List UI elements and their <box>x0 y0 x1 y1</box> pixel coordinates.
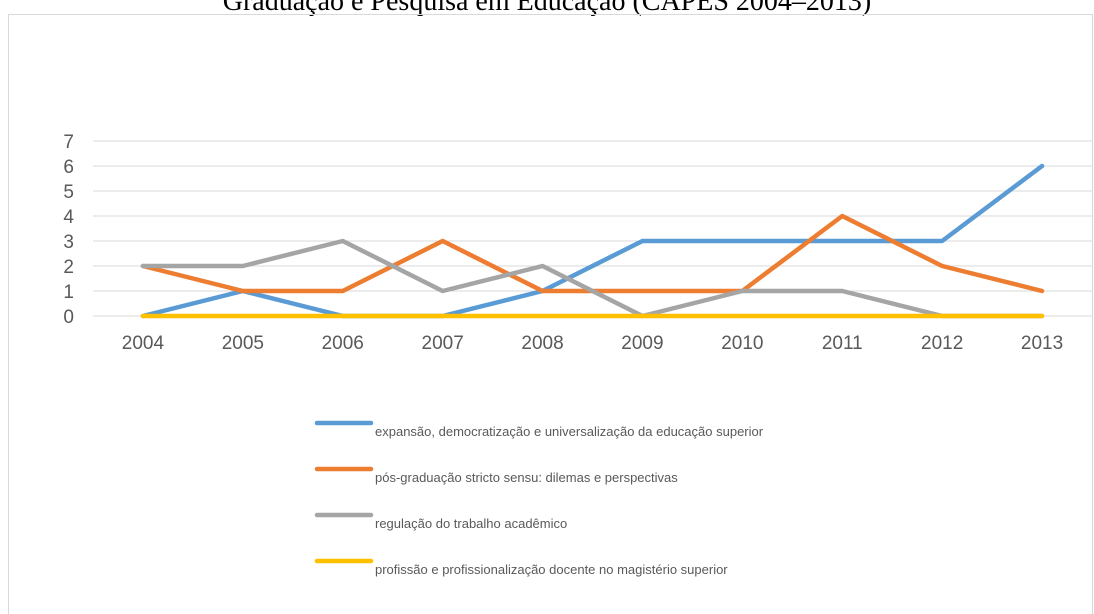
x-tick-label: 2006 <box>322 333 364 354</box>
legend: expansão, democratização e universalizaç… <box>317 423 764 577</box>
x-tick-label: 2012 <box>921 333 963 354</box>
legend-label-3: profissão e profissionalização docente n… <box>375 562 728 577</box>
series-line-2 <box>143 241 1042 316</box>
y-axis-labels: 0 1 2 3 4 5 6 7 <box>63 132 74 328</box>
y-tick-label: 3 <box>63 232 74 253</box>
x-tick-label: 2007 <box>422 333 464 354</box>
legend-label-0: expansão, democratização e universalizaç… <box>375 424 764 439</box>
y-tick-label: 2 <box>63 257 74 278</box>
x-tick-label: 2008 <box>521 333 563 354</box>
x-tick-label: 2005 <box>222 333 264 354</box>
series-line-1 <box>143 216 1042 291</box>
y-tick-label: 1 <box>63 282 74 303</box>
y-tick-label: 5 <box>63 182 74 203</box>
y-tick-label: 7 <box>63 132 74 153</box>
line-chart: 0 1 2 3 4 5 6 7 2004 2005 2006 2007 2008 2009 2010 201… <box>0 0 1094 598</box>
x-tick-label: 2009 <box>621 333 663 354</box>
legend-label-1: pós-graduação stricto sensu: dilemas e p… <box>375 470 678 485</box>
x-tick-label: 2011 <box>822 333 863 354</box>
legend-label-2: regulação do trabalho acadêmico <box>375 516 567 531</box>
y-tick-label: 6 <box>63 157 74 178</box>
x-axis-labels: 2004 2005 2006 2007 2008 2009 2010 2011 2012 2013 <box>122 333 1063 354</box>
x-tick-label: 2004 <box>122 333 165 354</box>
y-tick-label: 0 <box>63 307 74 328</box>
x-tick-label: 2013 <box>1021 333 1063 354</box>
x-tick-label: 2010 <box>721 333 763 354</box>
y-tick-label: 4 <box>63 207 74 228</box>
